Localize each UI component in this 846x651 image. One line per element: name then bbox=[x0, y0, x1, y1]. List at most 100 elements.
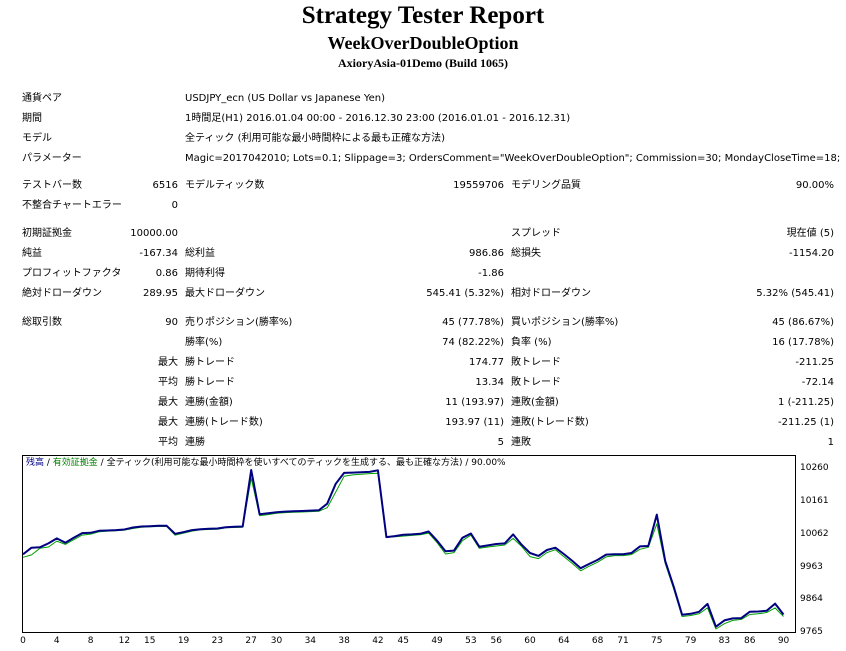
legend-quality: 90.00% bbox=[471, 458, 506, 468]
x-tick-label: 30 bbox=[270, 636, 283, 646]
balance-line bbox=[22, 469, 785, 628]
balance-chart bbox=[22, 455, 796, 633]
cons-losses-amount-label: 連敗(金額) bbox=[511, 397, 559, 408]
profit-factor-value: 0.86 bbox=[155, 268, 178, 279]
legend-separator: / bbox=[97, 458, 107, 468]
expected-payoff-value: -1.86 bbox=[478, 268, 504, 279]
y-tick-label: 9864 bbox=[800, 594, 823, 605]
cons-losses-count-value: -211.25 (1) bbox=[778, 417, 834, 428]
x-tick-label: 71 bbox=[617, 636, 629, 646]
bars-label: テストバー数 bbox=[22, 180, 82, 191]
profit-factor-label: プロフィットファクタ bbox=[22, 268, 122, 279]
x-tick-label: 45 bbox=[397, 636, 409, 646]
x-tick-label: 49 bbox=[431, 636, 443, 646]
bars-value: 6516 bbox=[152, 180, 178, 191]
max-word: 最大 bbox=[158, 397, 178, 408]
equity-line bbox=[22, 472, 784, 630]
x-tick-label: 83 bbox=[718, 636, 731, 646]
total-trades-label: 総取引数 bbox=[22, 317, 62, 328]
spread-label: スプレッド bbox=[511, 228, 561, 239]
x-tick-label: 23 bbox=[211, 636, 224, 646]
x-tick-label: 68 bbox=[591, 636, 604, 646]
x-tick-label: 0 bbox=[20, 636, 26, 646]
legend-equity: 有効証拠金 bbox=[52, 458, 98, 468]
cons-losses-amount-value: 1 (-211.25) bbox=[778, 397, 834, 408]
deposit-value: 10000.00 bbox=[130, 228, 178, 239]
net-profit-label: 純益 bbox=[22, 248, 42, 259]
x-tick-label: 56 bbox=[490, 636, 502, 646]
legend-balance: 残高 bbox=[26, 458, 45, 468]
x-tick-label: 90 bbox=[777, 636, 790, 646]
symbol-value: USDJPY_ecn (US Dollar vs Japanese Yen) bbox=[185, 93, 386, 104]
x-tick-label: 34 bbox=[304, 636, 317, 646]
profit-trades-value: 74 (82.22%) bbox=[442, 337, 504, 348]
chart-legend: 残高 / 有効証拠金 / 全ティック(利用可能な最小時間枠を使いすべてのティック… bbox=[26, 458, 506, 469]
loss-trades-value: 16 (17.78%) bbox=[772, 337, 834, 348]
x-tick-label: 60 bbox=[524, 636, 536, 646]
abs-drawdown-label: 絶対ドローダウン bbox=[22, 288, 102, 299]
legend-separator: / bbox=[462, 458, 472, 468]
ticks-value: 19559706 bbox=[453, 180, 504, 191]
model-label: モデル bbox=[22, 133, 52, 144]
x-tick-label: 79 bbox=[684, 636, 697, 646]
net-profit-value: -167.34 bbox=[139, 248, 178, 259]
period-value: 1時間足(H1) 2016.01.04 00:00 - 2016.12.30 2… bbox=[185, 113, 571, 124]
cons-wins-count-label: 連勝(トレード数) bbox=[185, 417, 263, 428]
y-tick-label: 10161 bbox=[800, 496, 829, 507]
average-word: 平均 bbox=[158, 377, 178, 388]
avg-loss-value: -72.14 bbox=[801, 377, 834, 388]
rel-drawdown-value: 5.32% (545.41) bbox=[756, 288, 834, 299]
params-value: Magic=2017042010; Lots=0.1; Slippage=3; … bbox=[185, 153, 841, 164]
x-tick-label: 75 bbox=[651, 636, 663, 646]
cons-losses-count-label: 連敗(トレード数) bbox=[511, 417, 589, 428]
server-build: AxioryAsia-01Demo (Build 1065) bbox=[338, 56, 508, 70]
gross-profit-label: 総利益 bbox=[185, 248, 215, 259]
short-positions-value: 45 (77.78%) bbox=[442, 317, 504, 328]
long-positions-label: 買いポジション(勝率%) bbox=[511, 317, 619, 328]
x-tick-label: 8 bbox=[87, 636, 94, 646]
params-label: パラメーター bbox=[22, 153, 82, 164]
avg-loss-label: 敗トレード bbox=[511, 377, 561, 388]
largest-win-value: 174.77 bbox=[469, 357, 504, 368]
cons-wins-amount-label: 連勝(金額) bbox=[185, 397, 233, 408]
deposit-label: 初期証拠金 bbox=[22, 228, 72, 239]
report-title: Strategy Tester Report bbox=[301, 2, 545, 29]
largest-loss-label: 敗トレード bbox=[511, 357, 561, 368]
legend-model-description: 全ティック(利用可能な最小時間枠を使いすべてのティックを生成する、最も正確な方法… bbox=[106, 458, 463, 468]
gross-loss-label: 総損失 bbox=[511, 248, 541, 259]
max-word: 最大 bbox=[158, 417, 178, 428]
max-drawdown-label: 最大ドローダウン bbox=[185, 288, 265, 299]
spread-value: 現在値 (5) bbox=[786, 228, 834, 239]
largest-win-label: 勝トレード bbox=[185, 357, 235, 368]
x-tick-label: 4 bbox=[53, 636, 60, 646]
largest-loss-value: -211.25 bbox=[795, 357, 834, 368]
profit-trades-label: 勝率(%) bbox=[185, 337, 223, 348]
mismatch-label: 不整合チャートエラー bbox=[22, 200, 122, 211]
gross-profit-value: 986.86 bbox=[469, 248, 504, 259]
legend-separator: / bbox=[44, 458, 53, 468]
loss-trades-label: 負率 (%) bbox=[511, 337, 552, 348]
mismatch-value: 0 bbox=[171, 200, 178, 211]
avg-win-value: 13.34 bbox=[475, 377, 504, 388]
avg-cons-losses-value: 1 bbox=[827, 437, 834, 448]
max-drawdown-value: 545.41 (5.32%) bbox=[426, 288, 504, 299]
symbol-label: 通貨ペア bbox=[22, 93, 62, 104]
avg-win-label: 勝トレード bbox=[185, 377, 235, 388]
y-tick-label: 9963 bbox=[800, 561, 823, 572]
short-positions-label: 売りポジション(勝率%) bbox=[185, 317, 293, 328]
x-tick-label: 27 bbox=[245, 636, 257, 646]
y-tick-label: 10260 bbox=[800, 463, 829, 474]
expected-payoff-label: 期待利得 bbox=[185, 268, 225, 279]
largest-word: 最大 bbox=[158, 357, 178, 368]
avg-cons-losses-label: 連敗 bbox=[511, 437, 531, 448]
period-label: 期間 bbox=[22, 113, 42, 124]
x-tick-label: 64 bbox=[558, 636, 570, 646]
y-tick-label: 9765 bbox=[800, 627, 823, 637]
x-tick-label: 19 bbox=[177, 636, 190, 646]
total-trades-value: 90 bbox=[165, 317, 178, 328]
ticks-label: モデルティック数 bbox=[185, 180, 265, 191]
x-tick-label: 53 bbox=[465, 636, 477, 646]
x-tick-label: 42 bbox=[372, 636, 384, 646]
avg-cons-wins-value: 5 bbox=[497, 437, 504, 448]
